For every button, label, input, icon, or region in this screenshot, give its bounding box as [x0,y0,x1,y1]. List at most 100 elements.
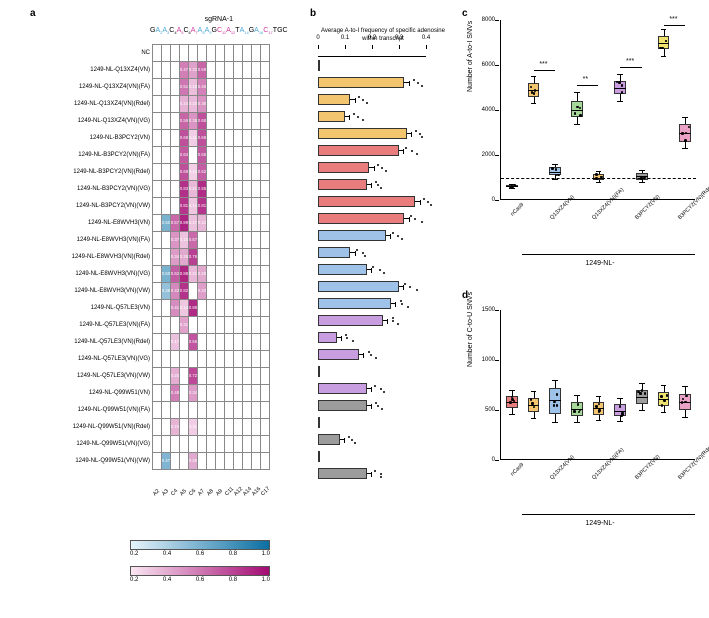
heatmap-cell [216,147,225,164]
heatmap-cell [171,181,180,198]
heatmap-cell: 0.34 [189,385,198,402]
heatmap-cell [216,130,225,147]
bar-row [318,448,448,465]
heatmap-cell [153,79,162,96]
heatmap-cell [162,181,171,198]
heatmap-cell: 0.31 [180,317,189,334]
heatmap-cell [234,164,243,181]
heatmap-cell [216,402,225,419]
bar-row [318,431,448,448]
heatmap-cell [162,351,171,368]
heatmap-cell [162,79,171,96]
heatmap-cell [171,164,180,181]
boxc-ylabel: Number of A-to-I SNVs [467,21,474,92]
heatmap-cell: 0.59 [180,113,189,130]
heatmap-cell [207,453,216,470]
heatmap-cell [189,402,198,419]
heatmap-cell [243,402,252,419]
heatmap-cell [225,215,234,232]
heatmap-cell [180,45,189,62]
bar-row [318,176,448,193]
heatmap-cell [153,62,162,79]
heatmap-cell [234,436,243,453]
heatmap-cell [216,283,225,300]
barchart: Average A-to-I frequency of specific ade… [318,27,448,482]
heatmap-cell: 0.57 [171,215,180,232]
heatmap-cell [207,62,216,79]
heatmap-cell [261,266,270,283]
heatmap-cell: 0.47 [162,453,171,470]
heatmap-cell [252,215,261,232]
heatmap-cell [216,45,225,62]
heatmap-cell [243,181,252,198]
bar-row [318,57,448,74]
sgrna-sequence: GA2A3C4A5C6A7A8A9GC11A12TA14GA16C17TGC [150,27,288,34]
heatmap-cell [252,334,261,351]
heatmap-cell [180,334,189,351]
bar-row [318,397,448,414]
heatmap-cell [234,402,243,419]
heatmap-cell [207,351,216,368]
heatmap-cell: 0.38 [189,113,198,130]
heatmap-cell: 0.24 [180,96,189,113]
heatmap-cell [243,249,252,266]
heatmap-cell [252,147,261,164]
bar-row [318,363,448,380]
heatmap-cell [243,351,252,368]
heatmap-cell [162,385,171,402]
heatmap-cell [153,130,162,147]
heatmap-cell: 0.21 [189,181,198,198]
heatmap-cell [234,368,243,385]
heatmap-cell [234,198,243,215]
heatmap-row-label: 1249-NL-Q99W51(VN)(FA) [40,407,152,413]
bar-row [318,142,448,159]
heatmap-cell [225,436,234,453]
heatmap-cell [252,181,261,198]
heatmap-cell [252,96,261,113]
heatmap-row-label: 1249-NL-Q99W51(VN)(Rdel) [40,424,152,430]
heatmap-cell [180,351,189,368]
heatmap-cell [234,62,243,79]
heatmap-cell [243,232,252,249]
heatmap-cell: 0.50 [162,215,171,232]
heatmap-cell [243,334,252,351]
heatmap-cell [234,453,243,470]
heatmap-cell [153,147,162,164]
heatmap-cell [243,385,252,402]
heatmap-cell: 0.18 [189,79,198,96]
heatmap-cell [225,419,234,436]
heatmap-cell: 0.48 [171,385,180,402]
heatmap-cell: 0.85 [198,181,207,198]
heatmap-cell [216,215,225,232]
heatmap-cell [162,419,171,436]
bar-row [318,159,448,176]
heatmap-cell [261,96,270,113]
heatmap-cell [207,164,216,181]
heatmap-cell [234,113,243,130]
heatmap-cell: 0.10 [189,164,198,181]
heatmap-cell [234,232,243,249]
heatmap-cell [171,198,180,215]
boxc-group-axis: 1249-NL- [510,260,690,267]
heatmap-row-label: 1249-NL-Q99W51(VN) [40,390,152,396]
heatmap-cell [234,317,243,334]
heatmap-cell [216,385,225,402]
heatmap-cell [171,45,180,62]
heatmap-cell [207,198,216,215]
heatmap-cell [153,198,162,215]
heatmap-cell: 0.43 [171,283,180,300]
heatmap-cell [261,249,270,266]
heatmap-cell [189,351,198,368]
heatmap-cell: 0.64 [180,147,189,164]
heatmap-row-label: 1249-NL-Q99W51(VN)(VW) [40,458,152,464]
heatmap-cell [243,419,252,436]
heatmap-cell: 0.32 [189,62,198,79]
heatmap-cell [216,62,225,79]
heatmap-cell [162,368,171,385]
heatmap-cell: 0.68 [198,113,207,130]
heatmap-cell [261,232,270,249]
heatmap-cell [162,96,171,113]
heatmap-cell [225,79,234,96]
heatmap-cell: 0.38 [198,96,207,113]
heatmap-row-label: 1249-NL-B3PCY2(VN)(Rdel) [40,169,152,175]
